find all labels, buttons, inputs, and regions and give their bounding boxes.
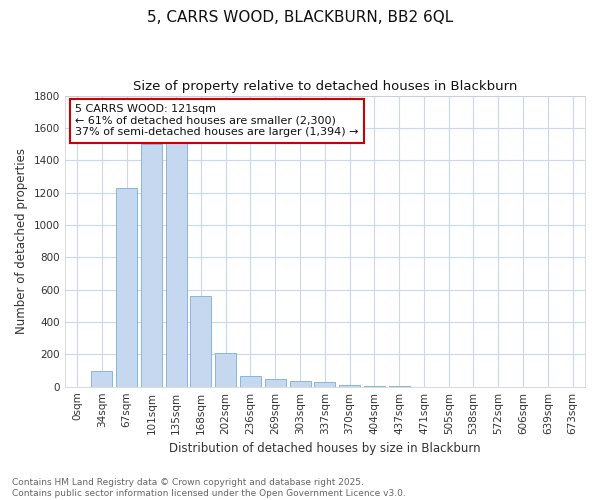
Bar <box>215 352 236 386</box>
Bar <box>190 296 211 386</box>
X-axis label: Distribution of detached houses by size in Blackburn: Distribution of detached houses by size … <box>169 442 481 455</box>
Bar <box>141 144 162 386</box>
Bar <box>166 142 187 386</box>
Text: Contains HM Land Registry data © Crown copyright and database right 2025.
Contai: Contains HM Land Registry data © Crown c… <box>12 478 406 498</box>
Text: 5, CARRS WOOD, BLACKBURN, BB2 6QL: 5, CARRS WOOD, BLACKBURN, BB2 6QL <box>147 10 453 25</box>
Bar <box>116 188 137 386</box>
Text: 5 CARRS WOOD: 121sqm
← 61% of detached houses are smaller (2,300)
37% of semi-de: 5 CARRS WOOD: 121sqm ← 61% of detached h… <box>75 104 359 138</box>
Bar <box>265 378 286 386</box>
Title: Size of property relative to detached houses in Blackburn: Size of property relative to detached ho… <box>133 80 517 93</box>
Bar <box>290 380 311 386</box>
Bar <box>314 382 335 386</box>
Bar <box>91 372 112 386</box>
Bar <box>339 385 360 386</box>
Bar <box>240 376 261 386</box>
Y-axis label: Number of detached properties: Number of detached properties <box>15 148 28 334</box>
